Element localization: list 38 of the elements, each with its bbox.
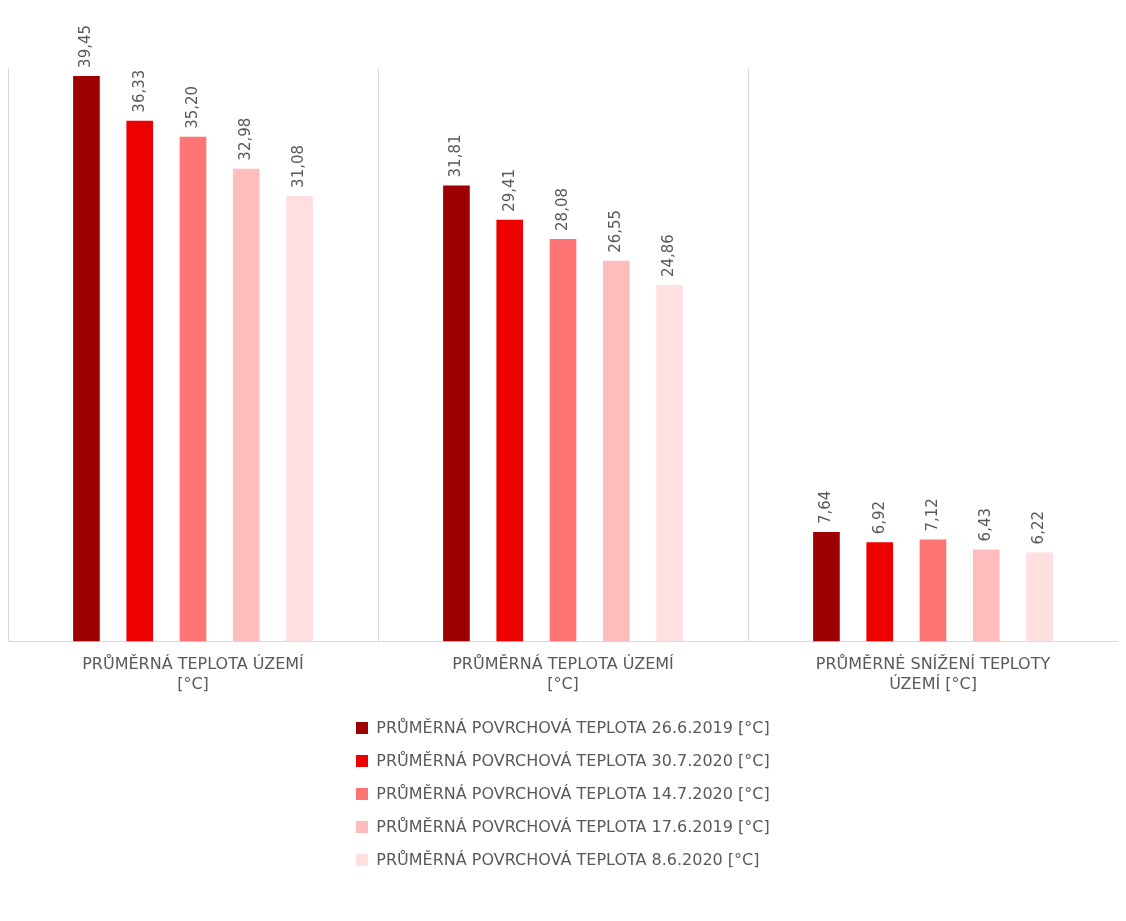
bar	[179, 136, 207, 642]
bar	[443, 185, 470, 642]
legend-label: PRŮMĚRNÁ POVRCHOVÁ TEPLOTA 26.6.2019 [°C]	[376, 718, 770, 737]
bar	[232, 168, 260, 642]
data-label: 29,41	[499, 168, 518, 212]
data-label: 31,08	[289, 144, 308, 188]
bar	[866, 542, 894, 642]
bar	[549, 238, 577, 642]
data-label: 39,45	[76, 24, 95, 68]
data-label: 36,33	[129, 69, 148, 113]
data-label: 31,81	[446, 134, 465, 178]
x-tick-label: PRŮMĚRNÁ TEPLOTA ÚZEMÍ [°C]	[452, 654, 675, 693]
data-label: 6,22	[1029, 511, 1048, 545]
bar	[73, 75, 100, 642]
bar	[1026, 552, 1053, 642]
data-label: 7,64	[816, 490, 835, 525]
data-label: 28,08	[552, 187, 571, 231]
bar	[919, 539, 947, 642]
bar	[496, 219, 524, 642]
x-tick-label: PRŮMĚRNÁ TEPLOTA ÚZEMÍ [°C]	[82, 654, 305, 693]
bar	[656, 285, 683, 642]
bar	[813, 532, 840, 642]
data-label: 6,92	[869, 500, 888, 535]
legend-label: PRŮMĚRNÁ POVRCHOVÁ TEPLOTA 8.6.2020 [°C]	[376, 850, 760, 869]
data-label: 35,20	[182, 85, 201, 129]
bar	[286, 195, 313, 642]
data-label: 24,86	[659, 234, 678, 278]
bar	[972, 549, 1000, 642]
bar	[602, 260, 630, 642]
data-label: 26,55	[606, 209, 625, 253]
x-tick-label: PRŮMĚRNÉ SNÍŽENÍ TEPLOTY ÚZEMÍ [°C]	[815, 654, 1051, 693]
data-label: 32,98	[236, 117, 255, 161]
bar	[126, 120, 154, 642]
legend-label: PRŮMĚRNÁ POVRCHOVÁ TEPLOTA 14.7.2020 [°C]	[376, 784, 770, 803]
legend-label: PRŮMĚRNÁ POVRCHOVÁ TEPLOTA 30.7.2020 [°C]	[376, 751, 770, 770]
legend-label: PRŮMĚRNÁ POVRCHOVÁ TEPLOTA 17.6.2019 [°C]	[376, 817, 770, 836]
data-label: 6,43	[976, 507, 995, 542]
data-label: 7,12	[922, 498, 941, 532]
